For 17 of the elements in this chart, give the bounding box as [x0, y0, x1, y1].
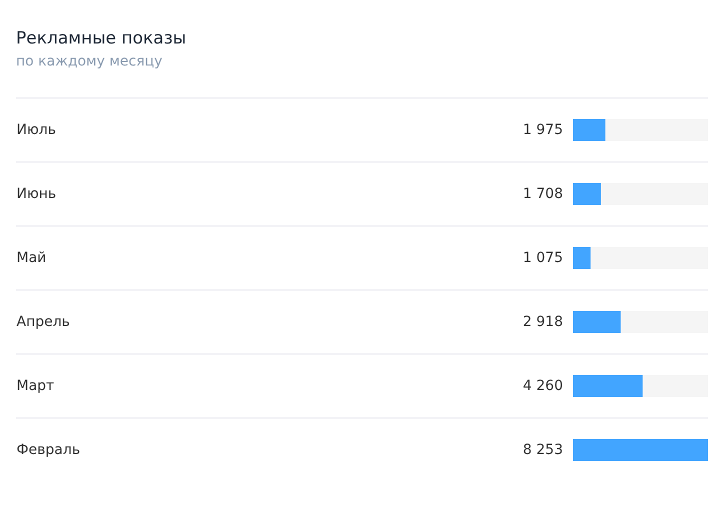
- data-label: 1 708: [522, 186, 563, 202]
- bar: [573, 119, 606, 141]
- data-label: 1 075: [522, 250, 563, 266]
- data-label: 8 253: [522, 442, 563, 458]
- data-label: 2 918: [522, 314, 563, 330]
- bar: [573, 247, 591, 269]
- y-tick-label: Март: [16, 378, 54, 394]
- y-tick-label: Май: [16, 250, 46, 266]
- y-tick-label: Февраль: [16, 442, 80, 458]
- y-tick-label: Апрель: [16, 314, 70, 330]
- data-label: 1 975: [522, 122, 563, 138]
- bar: [573, 183, 601, 205]
- text: Рекламные показы: [16, 28, 186, 48]
- y-tick-label: Июнь: [16, 186, 56, 202]
- data-label: 4 260: [522, 378, 563, 394]
- text: по каждому месяцу: [16, 54, 162, 70]
- y-tick-label: Июль: [16, 122, 56, 138]
